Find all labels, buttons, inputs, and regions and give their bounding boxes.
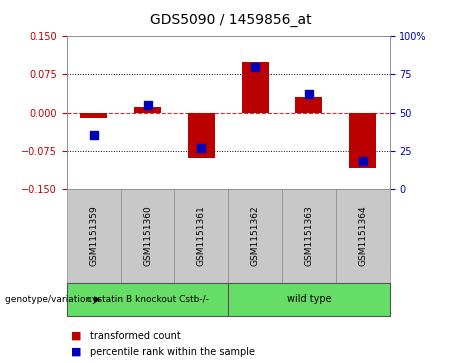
Point (144, 102, 151, 108)
Text: GSM1151362: GSM1151362 (251, 205, 260, 266)
Text: wild type: wild type (287, 294, 331, 305)
Text: genotype/variation ▶: genotype/variation ▶ (5, 295, 100, 304)
Text: transformed count: transformed count (90, 331, 181, 341)
Bar (296, 97, 322, 113)
Bar (188, 113, 215, 158)
Text: GSM1151363: GSM1151363 (304, 205, 313, 266)
Bar (349, 113, 376, 168)
Point (90, 132, 97, 138)
Text: cystatin B knockout Cstb-/-: cystatin B knockout Cstb-/- (87, 295, 208, 304)
Text: GDS5090 / 1459856_at: GDS5090 / 1459856_at (150, 13, 311, 27)
Text: GSM1151361: GSM1151361 (197, 205, 206, 266)
Text: GSM1151359: GSM1151359 (89, 205, 98, 266)
Bar (134, 107, 161, 113)
Text: ■: ■ (71, 331, 82, 341)
Point (198, 145, 205, 151)
Text: percentile rank within the sample: percentile rank within the sample (90, 347, 255, 357)
Bar (80, 113, 107, 118)
Bar (242, 62, 268, 113)
Point (305, 91, 313, 97)
Point (251, 64, 259, 70)
Text: GSM1151360: GSM1151360 (143, 205, 152, 266)
Point (359, 158, 366, 164)
Text: ■: ■ (71, 347, 82, 357)
Text: GSM1151364: GSM1151364 (358, 205, 367, 266)
